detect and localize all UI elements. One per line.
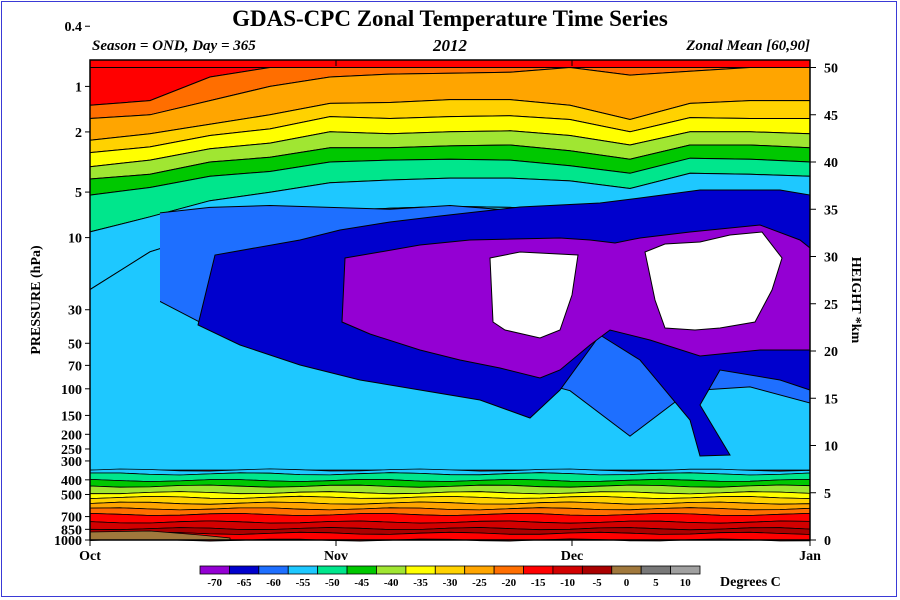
pressure-tick-label: 5 xyxy=(75,186,82,201)
colorbar-tick-label: -10 xyxy=(560,577,575,589)
pressure-tick-label: 300 xyxy=(61,455,82,470)
pressure-tick-label: 400 xyxy=(61,474,82,489)
height-tick-label: 5 xyxy=(824,487,831,502)
month-tick-label: Jan xyxy=(799,549,821,564)
colorbar-swatch xyxy=(581,565,613,575)
pressure-tick-label: 30 xyxy=(68,304,82,319)
month-tick-label: Dec xyxy=(561,549,584,564)
zonal-mean-label: Zonal Mean [60,90] xyxy=(686,38,810,54)
height-axis-label: HEIGHT *km xyxy=(848,257,863,344)
cold-core-patch-1 xyxy=(489,251,579,339)
month-tick-label: Oct xyxy=(79,549,101,564)
colorbar-tick-label: -45 xyxy=(354,577,369,589)
colorbar-tick-label: -65 xyxy=(237,577,252,589)
colorbar-swatch xyxy=(258,565,289,575)
colorbar-swatch xyxy=(287,565,319,575)
plot-frame xyxy=(89,59,811,541)
colorbar-swatch xyxy=(464,565,495,575)
colorbar-swatch xyxy=(376,565,407,575)
colorbar-tick-label: -35 xyxy=(413,577,428,589)
height-tick-label: 30 xyxy=(824,251,838,266)
colorbar-tick-label: -50 xyxy=(325,577,340,589)
height-tick-label: 40 xyxy=(824,156,838,171)
pressure-tick-label: 0.4 xyxy=(65,20,83,35)
height-tick-label: 35 xyxy=(824,203,838,218)
cold-core-patch-2 xyxy=(644,231,783,331)
colorbar-swatch xyxy=(611,565,642,575)
colorbar-swatch xyxy=(552,565,583,575)
colorbar-tick-label: 0 xyxy=(624,577,630,589)
pressure-tick-label: 150 xyxy=(61,409,82,424)
height-tick-label: 50 xyxy=(824,62,838,77)
month-tick-label: Nov xyxy=(324,549,348,564)
year-label: 2012 xyxy=(433,36,467,55)
colorbar-swatch xyxy=(640,565,671,575)
pressure-tick-label: 200 xyxy=(61,428,82,443)
height-tick-label: 10 xyxy=(824,440,838,455)
colorbar-tick-label: -60 xyxy=(266,577,281,589)
colorbar-swatch xyxy=(317,565,348,575)
pressure-tick-label: 700 xyxy=(61,511,82,526)
pressure-tick-label: 100 xyxy=(61,383,82,398)
height-tick-label: 45 xyxy=(824,109,838,124)
height-tick-label: 15 xyxy=(824,392,838,407)
pressure-tick-label: 1000 xyxy=(54,534,82,549)
colorbar-tick-label: -30 xyxy=(443,577,458,589)
colorbar-swatch xyxy=(346,565,377,575)
height-tick-label: 25 xyxy=(824,298,838,313)
colorbar-swatch xyxy=(434,565,466,575)
height-tick-label: 0 xyxy=(824,534,831,549)
height-tick-label: 20 xyxy=(824,345,838,360)
pressure-tick-label: 1 xyxy=(75,80,82,95)
colorbar-tick-label: -25 xyxy=(472,577,487,589)
pressure-tick-label: 70 xyxy=(68,359,82,374)
colorbar-tick-label: -40 xyxy=(384,577,399,589)
colorbar-swatch xyxy=(229,565,260,575)
pressure-axis-label: PRESSURE (hPa) xyxy=(29,245,44,355)
pressure-tick-label: 250 xyxy=(61,443,82,458)
colorbar-tick-label: 5 xyxy=(653,577,659,589)
colorbar-swatch xyxy=(523,565,554,575)
pressure-tick-label: 500 xyxy=(61,488,82,503)
colorbar-swatch xyxy=(493,565,524,575)
colorbar-label: Degrees C xyxy=(720,575,781,590)
colorbar-tick-label: -15 xyxy=(531,577,546,589)
colorbar-tick-label: -55 xyxy=(296,577,311,589)
colorbar-swatch xyxy=(199,565,230,575)
pressure-tick-label: 50 xyxy=(68,337,82,352)
chart-title: GDAS-CPC Zonal Temperature Time Series xyxy=(232,6,668,31)
colorbar-swatch xyxy=(670,565,701,575)
pressure-tick-label: 10 xyxy=(68,232,82,247)
colorbar-swatch xyxy=(405,565,436,575)
colorbar-tick-label: -5 xyxy=(592,577,602,589)
pressure-tick-label: 2 xyxy=(75,126,82,141)
colorbar-tick-label: -20 xyxy=(501,577,516,589)
colorbar-tick-label: -70 xyxy=(207,577,222,589)
pressure-tick-label: 850 xyxy=(61,523,82,538)
season-label: Season = OND, Day = 365 xyxy=(92,38,256,54)
colorbar-tick-label: 10 xyxy=(680,577,692,589)
